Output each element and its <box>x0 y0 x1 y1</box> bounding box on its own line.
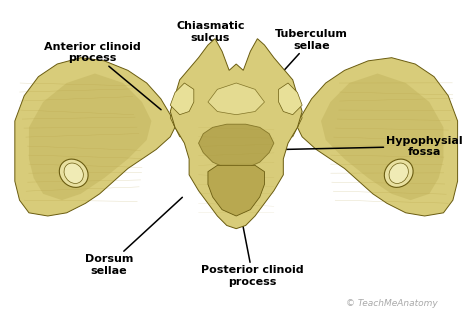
Ellipse shape <box>384 159 413 187</box>
Text: Tuberculum
sellae: Tuberculum sellae <box>269 29 348 87</box>
Text: Posterior clinoid
process: Posterior clinoid process <box>201 206 304 287</box>
Polygon shape <box>279 83 302 115</box>
Polygon shape <box>208 83 264 115</box>
Polygon shape <box>208 165 264 216</box>
Polygon shape <box>170 83 194 115</box>
Ellipse shape <box>64 163 83 183</box>
Polygon shape <box>274 102 302 137</box>
Polygon shape <box>298 58 457 216</box>
Ellipse shape <box>59 159 88 187</box>
Polygon shape <box>29 73 151 200</box>
Text: Chiasmatic
sulcus: Chiasmatic sulcus <box>176 21 245 75</box>
Polygon shape <box>170 102 199 137</box>
Ellipse shape <box>389 163 409 183</box>
Text: © TeachMeAnatomy: © TeachMeAnatomy <box>346 299 438 308</box>
Polygon shape <box>15 58 175 216</box>
Text: Anterior clinoid
process: Anterior clinoid process <box>44 42 161 110</box>
Text: Dorsum
sellae: Dorsum sellae <box>85 197 182 276</box>
Text: Hypophysial
fossa: Hypophysial fossa <box>284 135 463 157</box>
Polygon shape <box>170 39 302 229</box>
Polygon shape <box>321 73 444 200</box>
Polygon shape <box>199 124 274 169</box>
